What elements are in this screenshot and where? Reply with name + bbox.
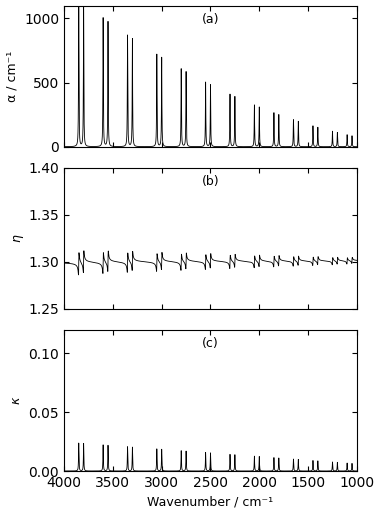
X-axis label: Wavenumber / cm⁻¹: Wavenumber / cm⁻¹ [147, 495, 274, 508]
Y-axis label: κ: κ [10, 397, 23, 404]
Text: (a): (a) [202, 13, 219, 26]
Text: (b): (b) [202, 175, 219, 188]
Y-axis label: η: η [10, 234, 23, 242]
Text: (c): (c) [202, 337, 219, 350]
Y-axis label: α / cm⁻¹: α / cm⁻¹ [6, 50, 19, 102]
